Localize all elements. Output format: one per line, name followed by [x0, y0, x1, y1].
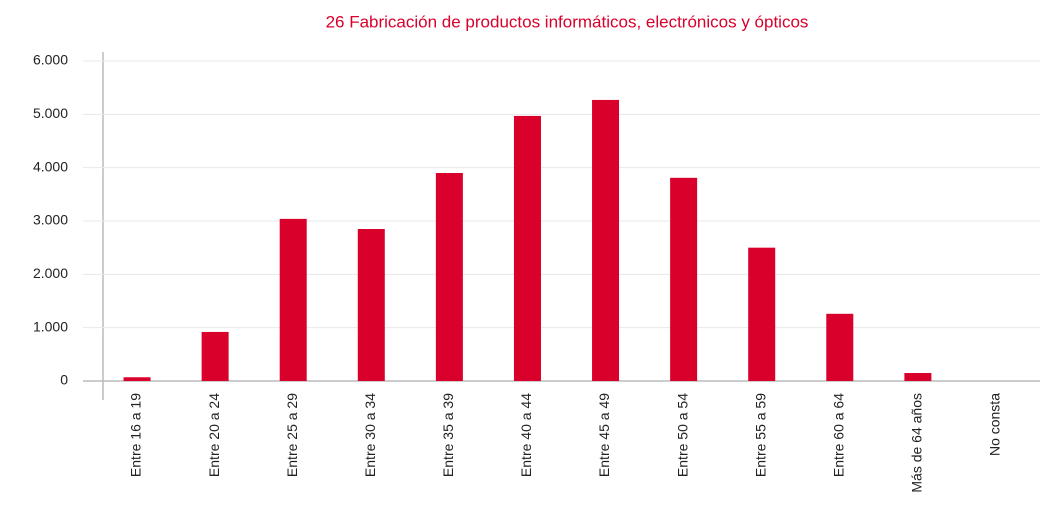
- x-tick-label: Entre 16 a 19: [128, 393, 144, 477]
- y-tick-label: 6.000: [33, 52, 68, 68]
- x-tick-label: Entre 50 a 54: [674, 393, 690, 477]
- chart-title: 26 Fabricación de productos informáticos…: [326, 12, 809, 31]
- y-tick-label: 3.000: [33, 212, 68, 228]
- x-tick-label: Entre 45 a 49: [596, 393, 612, 477]
- bar: [748, 247, 776, 381]
- y-tick-label: 2.000: [33, 265, 68, 281]
- x-tick-label: Entre 25 a 29: [284, 393, 300, 477]
- y-tick-label: 1.000: [33, 318, 68, 334]
- bar: [357, 229, 385, 381]
- bar: [904, 373, 932, 381]
- x-tick-label: Entre 60 a 64: [830, 393, 846, 477]
- bar: [279, 218, 307, 381]
- x-tick-label: Entre 35 a 39: [440, 393, 456, 477]
- x-tick-label: Entre 30 a 34: [362, 393, 378, 477]
- bar: [670, 177, 698, 381]
- y-tick-label: 4.000: [33, 158, 68, 174]
- bar: [435, 173, 463, 381]
- y-tick-label: 0: [60, 372, 68, 388]
- bar: [123, 377, 151, 381]
- y-tick-label: 5.000: [33, 105, 68, 121]
- x-tick-label: Entre 40 a 44: [518, 393, 534, 477]
- bar: [826, 313, 854, 381]
- x-tick-label: Más de 64 años: [909, 393, 925, 493]
- x-tick-label: No consta: [987, 393, 1003, 456]
- x-tick-label: Entre 55 a 59: [752, 393, 768, 477]
- bar: [201, 331, 229, 381]
- bar: [592, 99, 620, 381]
- bar: [513, 115, 541, 381]
- x-tick-label: Entre 20 a 24: [206, 393, 222, 477]
